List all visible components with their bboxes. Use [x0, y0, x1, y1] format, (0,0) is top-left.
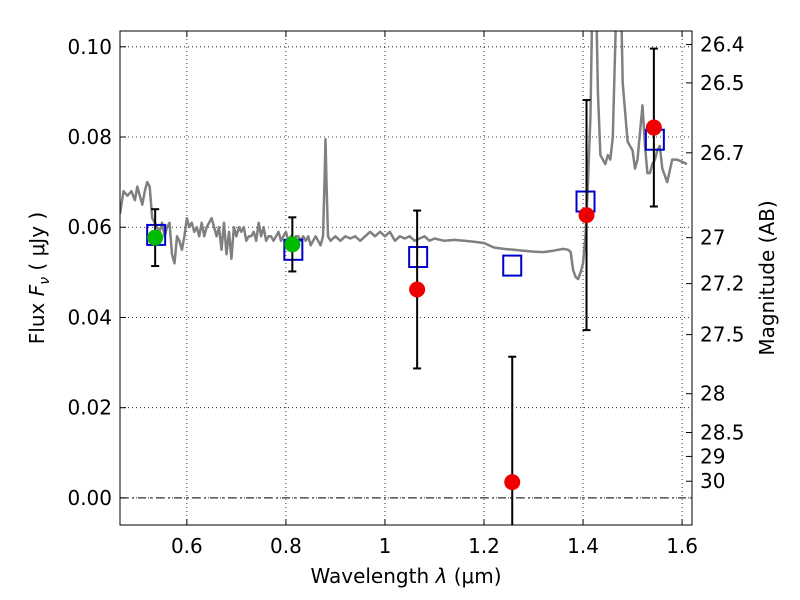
- magnitude-tick-label: 27: [700, 226, 725, 250]
- photometry-points: [147, 119, 662, 491]
- plot-frame: [119, 30, 693, 526]
- magnitude-tick-label: 27.2: [700, 272, 745, 296]
- y-axis-ticks: 0.00 0.02 0.04 0.06 0.08 0.10: [67, 35, 126, 510]
- magnitude-tick-label: 26.7: [700, 141, 745, 165]
- y2-axis-title: Magnitude (AB): [755, 200, 779, 355]
- magnitude-tick-label: 26.5: [700, 71, 745, 95]
- x-axis-title: Wavelength λ (μm): [310, 564, 501, 588]
- photometry-point: [409, 281, 426, 298]
- x-tick-label: 1: [379, 534, 392, 558]
- grid: [120, 31, 692, 525]
- y-tick-label: 0.06: [67, 215, 112, 239]
- photometry-point: [504, 474, 521, 491]
- magnitude-tick-label: 28.5: [700, 421, 745, 445]
- magnitude-tick-label: 27.5: [700, 323, 745, 347]
- photometry-point: [578, 207, 595, 224]
- x-tick-label: 0.8: [270, 534, 302, 558]
- y-tick-label: 0.04: [67, 305, 112, 329]
- model-flux-marker: [502, 254, 523, 277]
- error-bars: [151, 47, 658, 525]
- y-tick-label: 0.02: [67, 396, 112, 420]
- y-tick-label: 0.08: [67, 125, 112, 149]
- x-axis-ticks: 0.6 0.8 1 1.2 1.4 1.6: [171, 31, 698, 558]
- photometry-point-alt: [284, 236, 301, 253]
- magnitude-tick-label: 28: [700, 382, 725, 406]
- magnitude-tick-label: 29: [700, 444, 725, 468]
- magnitude-tick-label: 30: [700, 469, 725, 493]
- photometry-point-alt: [147, 229, 164, 246]
- y-tick-label: 0.10: [67, 35, 112, 59]
- x-tick-label: 0.6: [171, 534, 203, 558]
- magnitude-tick-label: 26.4: [700, 33, 745, 57]
- photometry-point: [645, 119, 662, 136]
- x-tick-label: 1.6: [666, 534, 698, 558]
- y-axis-title: Flux Fν ( μJy ): [25, 212, 53, 344]
- x-tick-label: 1.2: [468, 534, 500, 558]
- x-tick-label: 1.4: [567, 534, 599, 558]
- y-tick-label: 0.00: [67, 486, 112, 510]
- sed-model-line: [120, 31, 688, 281]
